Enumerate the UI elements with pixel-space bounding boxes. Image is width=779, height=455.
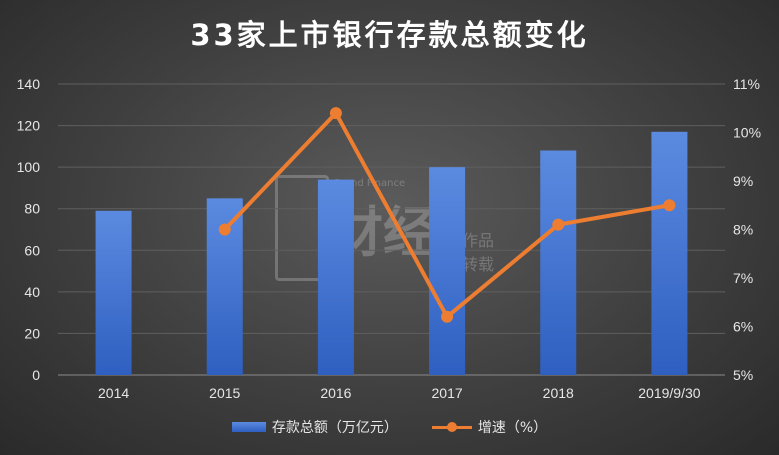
x-tick-label: 2015	[209, 385, 240, 401]
line-point	[218, 223, 231, 236]
legend-label-deposits: 存款总额（万亿元）	[271, 420, 398, 436]
x-tick-label: 2017	[432, 385, 463, 401]
y-right-tick-label: 11%	[733, 76, 760, 92]
y-left-tick-label: 140	[17, 76, 41, 92]
y-right-tick-label: 8%	[733, 222, 753, 238]
legend: 存款总额（万亿元） 增速（%）	[0, 417, 779, 437]
legend-bar-swatch	[231, 422, 266, 432]
line-point	[663, 199, 676, 212]
y-right-tick-label: 9%	[733, 173, 753, 189]
y-left-tick-label: 40	[24, 284, 40, 300]
y-right-tick-label: 10%	[733, 125, 761, 141]
x-tick-label: 2016	[320, 385, 351, 401]
bar-series	[95, 131, 688, 375]
bar	[95, 210, 132, 375]
legend-label-growth: 增速（%）	[477, 420, 548, 436]
line-point	[441, 310, 454, 323]
x-tick-label: 2018	[543, 385, 574, 401]
grid-lines	[58, 83, 725, 376]
legend-item-growth: 增速（%）	[431, 417, 548, 437]
y-left-tick-label: 60	[24, 242, 40, 258]
y-right-tick-label: 6%	[733, 319, 753, 335]
y-left-tick-label: 120	[17, 118, 41, 134]
line-point	[329, 107, 342, 120]
line-series	[218, 107, 676, 323]
y-left-tick-label: 0	[32, 367, 40, 383]
bar	[429, 167, 466, 375]
axis-labels: 0 20 40 60 80 100 120 140 5% 6% 7% 8% 9% 10% 11% 2014 20…	[17, 76, 761, 401]
watermark-english: Grand Finance	[333, 178, 406, 189]
chart-title: 33家上市银行存款总额变化	[190, 18, 589, 52]
legend-item-deposits: 存款总额（万亿元）	[231, 417, 398, 437]
legend-line-swatch	[431, 422, 472, 432]
bar	[317, 179, 354, 375]
y-left-tick-label: 100	[17, 159, 41, 175]
line-point	[552, 218, 565, 231]
y-left-tick-label: 20	[24, 325, 40, 341]
x-tick-label: 2014	[98, 385, 129, 401]
y-right-tick-label: 5%	[733, 367, 753, 383]
x-tick-label: 2019/9/30	[638, 385, 700, 401]
bar	[651, 131, 688, 375]
y-right-tick-label: 7%	[733, 270, 753, 286]
y-left-tick-label: 80	[24, 201, 40, 217]
bar	[540, 150, 577, 375]
